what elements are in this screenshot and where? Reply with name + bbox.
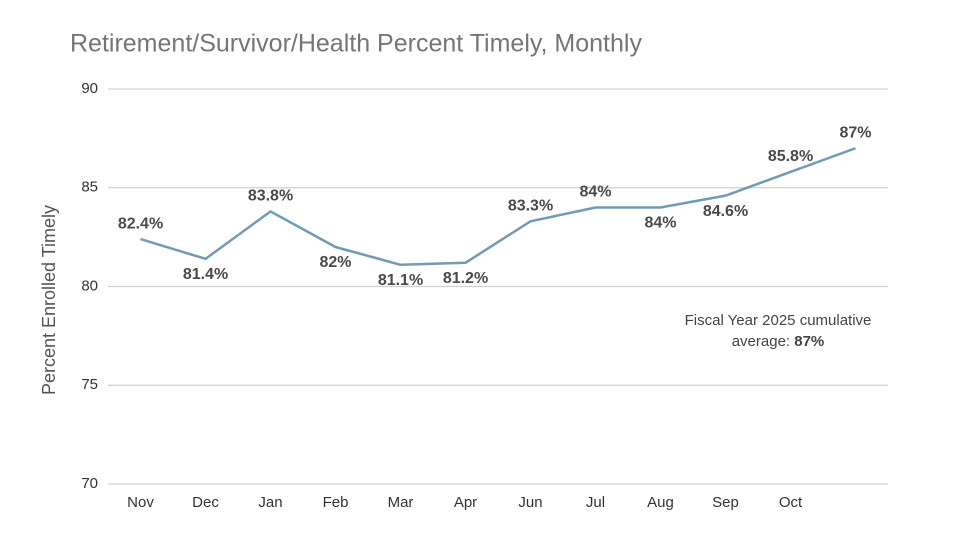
data-label: 85.8% xyxy=(768,148,813,165)
y-tick-label: 70 xyxy=(81,475,98,492)
y-tick-label: 85 xyxy=(81,179,98,196)
x-tick-label: Feb xyxy=(323,494,349,511)
data-label: 81.2% xyxy=(443,270,488,287)
y-tick-label: 90 xyxy=(81,80,98,97)
data-label: 83.3% xyxy=(508,198,553,215)
y-tick-label: 75 xyxy=(81,376,98,393)
data-label: 83.8% xyxy=(248,188,293,205)
data-label: 84% xyxy=(644,215,676,232)
y-tick-label: 80 xyxy=(81,277,98,294)
x-tick-label: Jan xyxy=(258,494,282,511)
x-tick-label: Aug xyxy=(647,494,674,511)
annotation: Fiscal Year 2025 cumulative xyxy=(685,312,872,329)
data-label: 82.4% xyxy=(118,215,163,232)
line-series xyxy=(140,147,856,267)
data-label: 81.4% xyxy=(183,266,228,283)
chart-title: Retirement/Survivor/Health Percent Timel… xyxy=(70,30,642,58)
data-label: 84% xyxy=(579,184,611,201)
x-tick-label: Oct xyxy=(779,494,803,511)
x-tick-label: Jun xyxy=(518,494,542,511)
x-tick-label: Jul xyxy=(586,494,605,511)
x-tick-label: Sep xyxy=(712,494,739,511)
annotation: average: 87% xyxy=(732,333,825,350)
data-label: 87% xyxy=(839,124,871,141)
data-label: 81.1% xyxy=(378,272,423,289)
annotation-value: 87% xyxy=(794,333,824,350)
x-tick-label: Dec xyxy=(192,494,219,511)
x-tick-label: Apr xyxy=(454,494,477,511)
y-axis-label: Percent Enrolled Timely xyxy=(39,205,59,395)
x-tick-label: Mar xyxy=(388,494,414,511)
data-label: 82% xyxy=(319,254,351,271)
annotation-text: average: xyxy=(732,333,790,350)
data-label: 84.6% xyxy=(703,203,748,220)
x-tick-label: Nov xyxy=(127,494,154,511)
